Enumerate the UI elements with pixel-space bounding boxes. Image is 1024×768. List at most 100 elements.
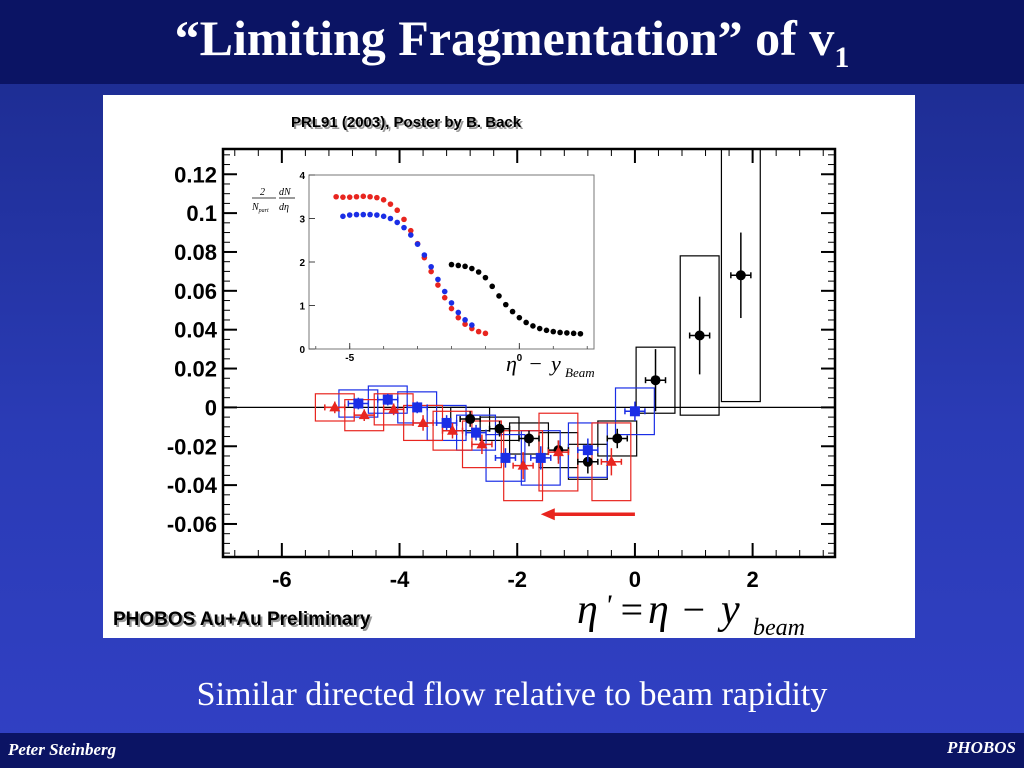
inset-data-point (482, 330, 489, 337)
data-point-square (441, 417, 452, 428)
formula-lhs: η (577, 587, 598, 633)
reference-shadow: PRL91 (2003), Poster by B. Back (293, 116, 524, 133)
inset-data-point (414, 241, 421, 247)
inset-data-point (421, 252, 428, 258)
inset-data-point (346, 212, 353, 218)
reference-label: PRL91 (2003), Poster by B. Back (291, 114, 522, 131)
inset-data-point (380, 213, 387, 220)
y-tick-label: -0.04 (167, 473, 218, 498)
inset-data-point (475, 269, 482, 275)
inset-data-point (394, 219, 401, 226)
inset-ylabel: 2 Npart dN dη (251, 187, 295, 214)
inset-data-point (353, 211, 360, 218)
main-tick-group: 0.12 0.1 0.08 0.06 0.04 0.02 0 -0.02 -0.04 -0.06 -… (167, 149, 835, 592)
inset-data-point (360, 211, 367, 218)
inset-data-point (367, 193, 373, 200)
inset-data-point (374, 212, 380, 218)
footer-author: Peter Steinberg (8, 740, 117, 759)
data-point-triangle (329, 401, 341, 412)
y-tick-label: 0.02 (174, 357, 217, 382)
inset-data-point (509, 308, 516, 315)
inset-data-point (543, 327, 550, 334)
systematic-box (344, 399, 385, 432)
inset-data-point (489, 283, 496, 290)
figure-panel: 0.12 0.1 0.08 0.06 0.04 0.02 0 -0.02 -0.04 -0.06 -… (103, 95, 915, 638)
phobos-label-shadow: PHOBOS Au+Au Preliminary (115, 611, 373, 632)
data-point-triangle (447, 424, 458, 435)
data-point-square (500, 452, 511, 463)
inset-ylabel-dn: dN (279, 187, 292, 198)
phobos-label: PHOBOS Au+Au Preliminary (113, 609, 371, 630)
inset-data-point (340, 194, 346, 200)
inset-data-point (387, 215, 394, 222)
inset-xlabel-sub: Beam (565, 365, 595, 380)
data-point-square (353, 398, 364, 409)
inset-data-point (435, 276, 441, 283)
inset-ylabel-den-sub: part (258, 208, 269, 214)
y-tick-label: -0.06 (167, 512, 217, 537)
inset-data-point (407, 227, 414, 234)
slide-caption: Similar directed flow relative to beam r… (196, 676, 828, 713)
inset-data-point (530, 323, 536, 329)
inset-data-point (340, 213, 346, 220)
inset-y-tick-label: 2 (299, 258, 305, 269)
inset-data-point (374, 194, 380, 201)
inset-tick-group: 0 1 2 3 4 -5 0 (299, 171, 588, 364)
arrow-head (540, 508, 555, 521)
systematic-box (597, 420, 638, 457)
inset-data-point (435, 282, 441, 288)
inset-data-point (428, 263, 434, 270)
inset-y-tick-label: 3 (299, 215, 305, 226)
data-point-square (629, 406, 640, 417)
inset-ylabel-deta: dη (279, 202, 289, 213)
y-tick-label: 0.08 (174, 240, 217, 265)
formula-sub: beam (753, 615, 805, 638)
inset-data-point (346, 194, 353, 200)
inset-data-point (475, 328, 482, 335)
inset-data-point (428, 268, 434, 275)
inset-data-point (441, 294, 448, 301)
inset-data-point (401, 216, 407, 223)
inset-data-point (536, 325, 543, 332)
inset-data-point (367, 211, 373, 218)
inset-data-point (353, 193, 360, 200)
formula-y: y (717, 587, 740, 633)
inset-data-point (455, 314, 462, 321)
systematic-box (508, 422, 550, 455)
x-tick-label: 2 (746, 567, 758, 592)
inset-x-tick-label: 0 (517, 353, 523, 364)
formula: η ' = η − y beam (577, 587, 805, 638)
data-point-triangle (552, 446, 564, 457)
y-tick-label: 0.1 (186, 201, 217, 226)
data-point-square (582, 445, 593, 456)
formula-rhs: η (648, 587, 669, 633)
inset-data-point (441, 288, 448, 295)
systematic-box (679, 255, 720, 416)
inset-data-point (380, 196, 387, 203)
data-point-circle (524, 433, 534, 444)
data-point-square (471, 427, 482, 438)
slide-title-text: “Limiting Fragmentation” of v (174, 10, 835, 66)
inset-xlabel-y: y (549, 351, 561, 376)
arrow-group (540, 508, 635, 521)
inset-data-point (333, 193, 339, 200)
inset-data-point (448, 300, 455, 306)
inset-data-point (407, 232, 414, 238)
inset-data-point (401, 224, 407, 231)
data-point-triangle (388, 403, 400, 414)
inset-data-point (387, 201, 394, 207)
inset-data-point (570, 330, 577, 337)
inset-data-point (360, 193, 367, 200)
main-plot-frame (221, 147, 837, 559)
inset-data-point (394, 207, 401, 214)
data-point-triangle (517, 459, 529, 470)
x-tick-label: -2 (507, 567, 527, 592)
systematic-box (461, 420, 502, 469)
formula-eq: = (618, 587, 645, 632)
inset-xlabel-eta: η (506, 351, 517, 376)
footer-brand: PHOBOS (947, 738, 1016, 757)
data-point-circle (612, 433, 623, 444)
inset-data-point (448, 261, 455, 268)
systematic-box (614, 387, 655, 436)
inset-data-point (496, 293, 502, 299)
